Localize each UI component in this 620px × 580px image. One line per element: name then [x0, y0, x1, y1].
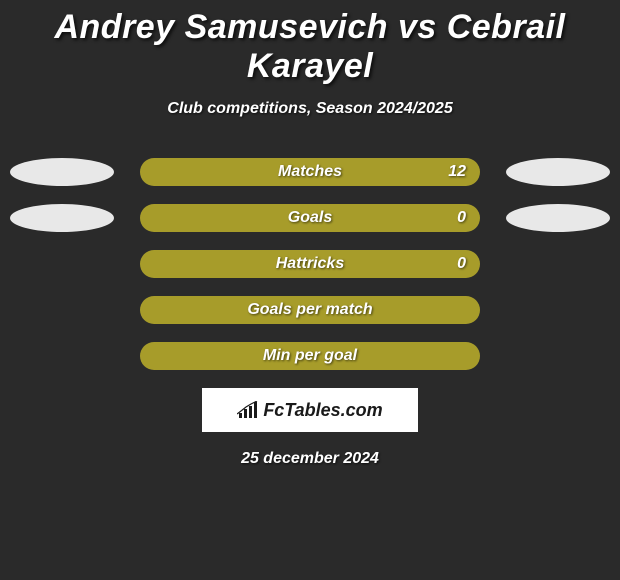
left-ellipse — [10, 204, 114, 232]
stat-row: Matches 12 — [0, 158, 620, 186]
stat-bar: Hattricks 0 — [140, 250, 480, 278]
page-subtitle: Club competitions, Season 2024/2025 — [0, 100, 620, 118]
stat-label: Goals per match — [247, 301, 372, 319]
stat-value: 0 — [457, 209, 466, 227]
stats-area: Matches 12 Goals 0 Hattricks 0 Goals per match… — [0, 158, 620, 370]
stat-bar: Min per goal — [140, 342, 480, 370]
stat-value: 12 — [448, 163, 466, 181]
stat-row: Min per goal — [0, 342, 620, 370]
stat-value: 0 — [457, 255, 466, 273]
left-ellipse — [10, 158, 114, 186]
right-ellipse — [506, 158, 610, 186]
logo-text: FcTables.com — [263, 400, 382, 421]
stat-label: Hattricks — [276, 255, 344, 273]
stat-label: Matches — [278, 163, 342, 181]
stats-container: Andrey Samusevich vs Cebrail Karayel Clu… — [0, 0, 620, 468]
chart-icon — [237, 401, 259, 419]
stat-bar: Goals per match — [140, 296, 480, 324]
stat-row: Goals per match — [0, 296, 620, 324]
stat-row: Goals 0 — [0, 204, 620, 232]
stat-label: Min per goal — [263, 347, 357, 365]
stat-bar: Matches 12 — [140, 158, 480, 186]
logo-box: FcTables.com — [202, 388, 418, 432]
stat-bar: Goals 0 — [140, 204, 480, 232]
page-title: Andrey Samusevich vs Cebrail Karayel — [0, 8, 620, 86]
right-ellipse — [506, 204, 610, 232]
stat-row: Hattricks 0 — [0, 250, 620, 278]
date-line: 25 december 2024 — [0, 450, 620, 468]
logo: FcTables.com — [237, 400, 382, 421]
stat-label: Goals — [288, 209, 332, 227]
